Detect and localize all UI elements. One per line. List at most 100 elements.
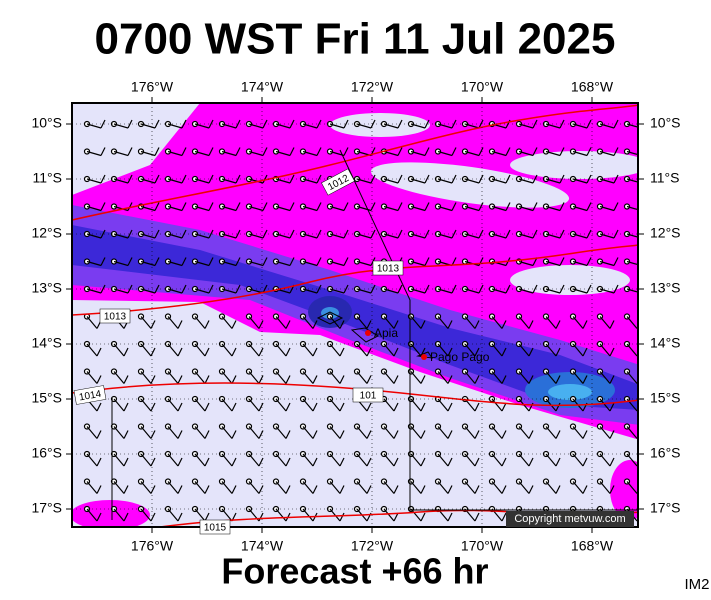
wind-barb [235, 284, 241, 294]
lat-label: 12°S [31, 225, 62, 241]
wind-barb [150, 430, 156, 439]
wind-barb [572, 426, 584, 439]
wind-station [544, 534, 549, 539]
wind-barb [447, 512, 453, 522]
wind-barb [258, 457, 264, 467]
wind-barb [447, 320, 453, 329]
wind-barb [329, 316, 341, 329]
wind-barb [491, 205, 507, 212]
wind-barb [464, 481, 476, 494]
wind-barb [100, 284, 106, 294]
wind-barb [478, 147, 484, 156]
wind-barb [235, 147, 241, 156]
wind-barb [451, 284, 457, 294]
wind-barb [474, 347, 480, 357]
wind-barb [275, 343, 287, 357]
isobar-label-box [73, 385, 107, 405]
wind-barb [545, 288, 561, 294]
wind-barb [113, 481, 125, 494]
wind-barb [285, 320, 291, 329]
wind-barb [491, 343, 503, 357]
wind-barb [150, 375, 156, 384]
wind-barb [366, 375, 372, 384]
wind-barb [339, 430, 345, 439]
wind-barb [383, 481, 395, 494]
wind-barb [572, 343, 584, 357]
wind-barb [312, 485, 318, 494]
wind-barb [356, 260, 372, 267]
wind-barb [231, 457, 237, 467]
wind-barb [194, 260, 210, 267]
wind-barb [437, 178, 453, 184]
wind-barb [343, 147, 349, 156]
wind-barb [194, 371, 206, 384]
wind-barb [204, 375, 210, 384]
wind-barb [626, 260, 638, 266]
wind-barb [167, 508, 179, 522]
wind-barb [383, 508, 395, 522]
wind-barb [124, 541, 128, 549]
wind-barb [339, 512, 345, 522]
wind-barb [339, 375, 345, 384]
wind-barb [113, 233, 129, 239]
wind-barb [424, 174, 430, 184]
wind-barb [221, 398, 233, 412]
wind-barb [555, 430, 561, 439]
forecast-label: Forecast +66 hr [221, 551, 488, 592]
wind-barb [451, 147, 457, 156]
wind-barb [555, 485, 561, 494]
wind-barb [154, 147, 160, 156]
wind-barb [424, 147, 430, 156]
wind-barb [370, 202, 376, 211]
wind-barb [356, 343, 368, 357]
wind-barb [437, 481, 449, 494]
wind-barb [194, 205, 210, 212]
wind-barb [329, 398, 341, 412]
wind-barb [641, 203, 645, 211]
wind-barb [86, 371, 98, 384]
wind-barb [235, 257, 241, 266]
wind-barb [248, 205, 264, 212]
wind-barb [221, 260, 237, 267]
wind-barb [393, 512, 399, 522]
wind-barb [275, 150, 291, 157]
wind-barb [140, 150, 156, 157]
wind-barb [397, 202, 403, 211]
wind-barb [383, 398, 395, 412]
wind-station [85, 534, 90, 539]
wind-barb [123, 402, 129, 412]
wind-barb [329, 481, 341, 494]
wind-barb [140, 316, 152, 329]
wind-barb [572, 316, 584, 329]
wind-barb [127, 257, 133, 266]
wind-station [517, 534, 522, 539]
wind-barb [258, 512, 264, 522]
wind-barb [518, 233, 534, 239]
wind-barb [383, 205, 399, 212]
wind-barb [559, 147, 565, 156]
wind-barb [599, 178, 615, 184]
wind-barb [195, 537, 205, 549]
wind-barb [366, 457, 372, 467]
wind-barb [366, 320, 372, 329]
wind-barb [545, 150, 561, 157]
wind-barb [393, 485, 399, 494]
wind-barb [194, 316, 206, 329]
wind-barb [609, 457, 615, 467]
wind-barb [424, 257, 430, 266]
wind-barb [474, 457, 480, 467]
wind-barb [572, 150, 588, 157]
wind-barb [383, 371, 395, 384]
isobar-label: 101 [360, 391, 377, 402]
wind-barb [626, 233, 638, 238]
wind-barb [545, 481, 557, 494]
wind-barb [113, 426, 125, 439]
wind-barb [221, 481, 233, 494]
wind-barb [545, 260, 561, 267]
wind-barb [235, 119, 241, 129]
wind-barb [626, 178, 638, 183]
wind-barb [626, 426, 638, 439]
lat-label: 13°S [31, 280, 62, 296]
wind-barb [262, 257, 268, 266]
lon-label: 174°W [241, 79, 284, 95]
